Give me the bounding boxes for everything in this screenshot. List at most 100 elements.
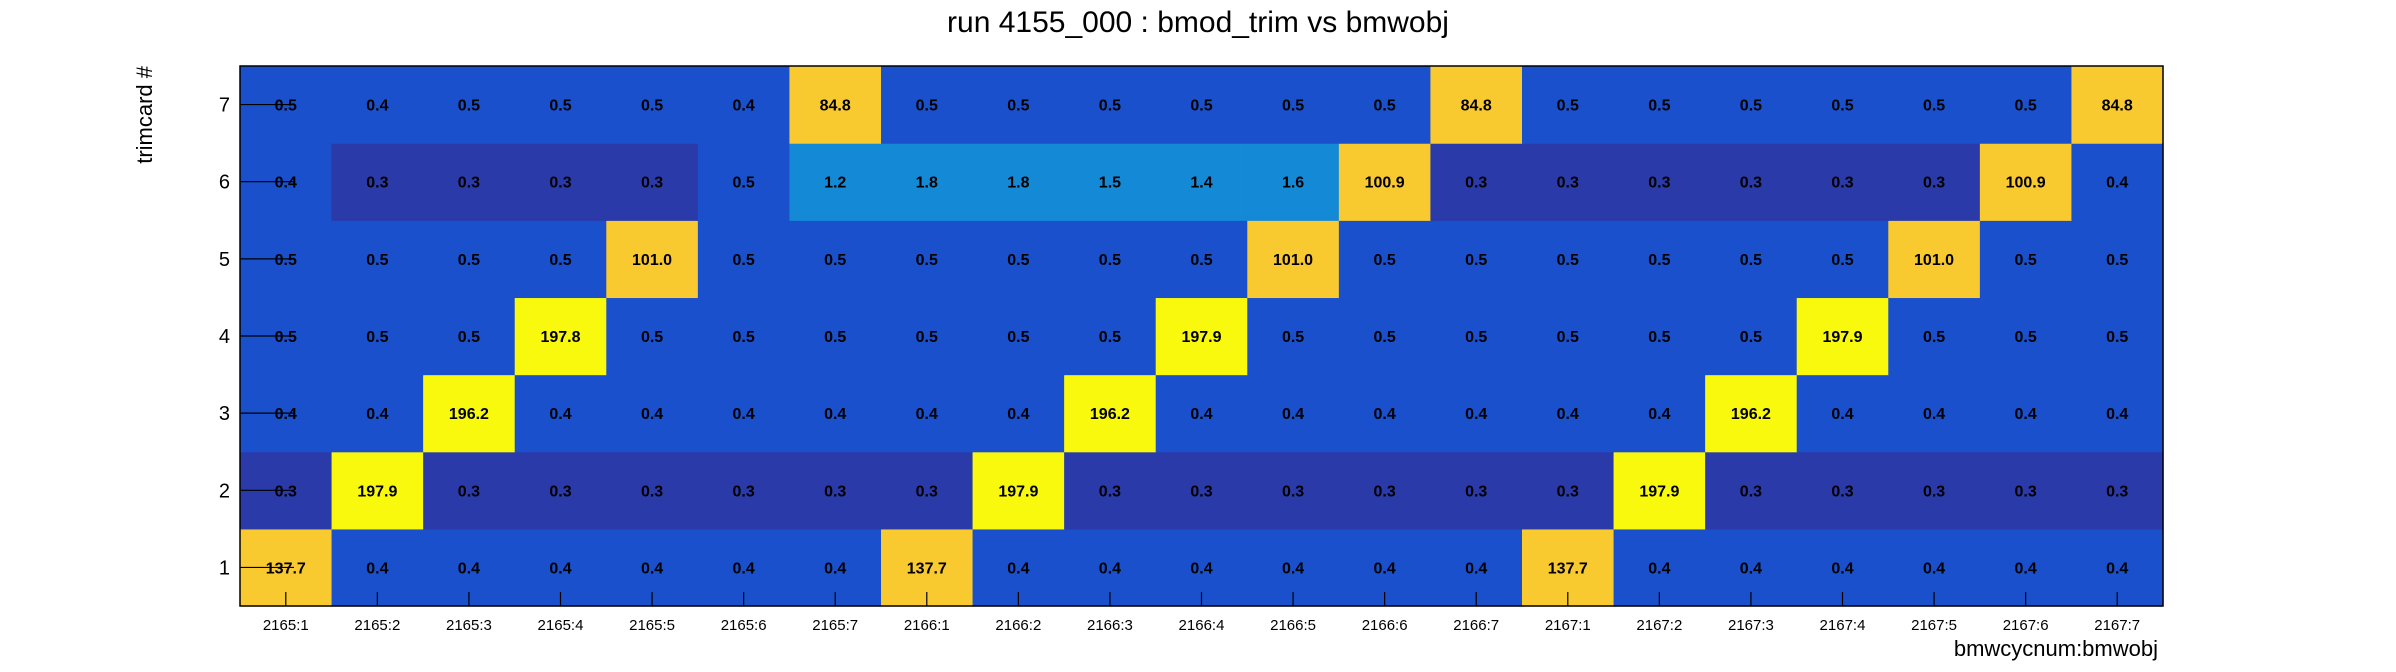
cell-value-label: 197.9 [1181, 329, 1221, 346]
heatmap-cell [1338, 220, 1432, 299]
heatmap-cell [1979, 374, 2073, 453]
heatmap-cell [1430, 66, 1523, 144]
heatmap-cell [331, 143, 424, 221]
y-tick-label: 2 [219, 480, 230, 502]
cell-value-label: 0.4 [366, 98, 388, 115]
heatmap-cell [1430, 374, 1523, 453]
cell-value-label: 0.4 [1557, 406, 1579, 423]
cell-value-label: 0.4 [1923, 406, 1945, 423]
cell-value-label: 0.3 [1923, 483, 1945, 500]
cell-value-label: 0.4 [2106, 175, 2128, 192]
cell-value-label: 0.5 [275, 329, 297, 346]
cell-value-label: 0.4 [2015, 560, 2037, 577]
cell-value-label: 0.4 [1923, 560, 1945, 577]
heatmap-cell [1064, 220, 1157, 299]
cell-value-label: 0.5 [1465, 252, 1487, 269]
heatmap-cell [789, 374, 882, 453]
heatmap-cell [697, 66, 791, 144]
x-axis-title: bmwcycnum:bmwobj [1954, 636, 2158, 661]
heatmap-cell [1888, 451, 1981, 530]
cell-value-label: 0.5 [916, 252, 938, 269]
x-tick-label: 2167:5 [1911, 617, 1957, 634]
cell-value-label: 0.5 [1557, 252, 1579, 269]
heatmap-cell [1888, 143, 1981, 221]
heatmap-cell [1430, 297, 1523, 376]
cell-value-label: 0.3 [1374, 483, 1396, 500]
x-tick-label: 2167:1 [1545, 617, 1591, 634]
heatmap-cell [697, 451, 791, 530]
cell-value-label: 0.5 [1740, 98, 1762, 115]
cell-value-label: 0.5 [916, 329, 938, 346]
cell-value-label: 0.5 [2106, 252, 2128, 269]
cell-value-label: 137.7 [266, 560, 306, 577]
heatmap-cell [1705, 451, 1798, 530]
heatmap-cell [789, 220, 882, 299]
heatmap-cell [1613, 374, 1706, 453]
cell-value-label: 0.3 [1648, 175, 1670, 192]
cell-value-label: 0.5 [733, 175, 755, 192]
heatmap-cell [1796, 297, 1889, 376]
cell-value-label: 0.3 [1923, 175, 1945, 192]
cell-value-label: 0.4 [366, 560, 388, 577]
cell-value-label: 0.5 [2015, 98, 2037, 115]
heatmap-cell [514, 66, 607, 144]
heatmap-cell [1247, 66, 1340, 144]
heatmap-cell [2071, 143, 2164, 221]
cell-value-label: 197.9 [1639, 483, 1679, 500]
cell-value-label: 0.4 [1282, 560, 1304, 577]
x-tick-label: 2167:6 [2003, 617, 2049, 634]
x-tick-label: 2166:3 [1087, 617, 1133, 634]
cell-value-label: 0.5 [824, 252, 846, 269]
x-tick-label: 2165:4 [538, 617, 584, 634]
heatmap-cell [1155, 143, 1248, 221]
cell-value-label: 0.5 [1831, 252, 1853, 269]
cell-value-label: 137.7 [907, 560, 947, 577]
cell-value-label: 0.4 [2106, 406, 2128, 423]
cell-value-label: 0.5 [1190, 98, 1212, 115]
heatmap-cell [1155, 220, 1248, 299]
cell-value-label: 0.4 [1740, 560, 1762, 577]
heatmap-cell [1796, 143, 1889, 221]
cell-value-label: 0.5 [1648, 98, 1670, 115]
cell-value-label: 84.8 [2102, 98, 2133, 115]
cell-value-label: 0.3 [1099, 483, 1121, 500]
cell-value-label: 0.5 [366, 252, 388, 269]
heatmap-cell [1705, 143, 1798, 221]
cell-value-label: 0.3 [641, 175, 663, 192]
heatmap-cell [1155, 451, 1248, 530]
heatmap-cell [697, 143, 791, 221]
cell-value-label: 0.3 [824, 483, 846, 500]
cell-value-label: 0.5 [1099, 329, 1121, 346]
cell-value-label: 0.4 [2106, 560, 2128, 577]
heatmap-cell [789, 451, 882, 530]
cell-value-label: 137.7 [1548, 560, 1588, 577]
heatmap-cell [423, 220, 516, 299]
heatmap-cell [697, 220, 791, 299]
cell-value-label: 0.3 [1740, 483, 1762, 500]
heatmap-cell [1430, 451, 1523, 530]
heatmap-cell [1796, 374, 1889, 453]
heatmap-cell [972, 66, 1065, 144]
cell-value-label: 0.5 [458, 329, 480, 346]
cell-value-label: 101.0 [1273, 252, 1313, 269]
cell-value-label: 197.8 [540, 329, 580, 346]
cell-value-label: 0.5 [1374, 98, 1396, 115]
heatmap-cell [1613, 143, 1706, 221]
heatmap-cell [1522, 374, 1615, 453]
cell-value-label: 0.5 [1099, 252, 1121, 269]
cell-value-label: 1.8 [1007, 175, 1029, 192]
heatmap-cell [1613, 220, 1706, 299]
heatmap-cell [606, 374, 699, 453]
heatmap-cell [606, 143, 699, 221]
x-tick-label: 2167:7 [2094, 617, 2140, 634]
cell-value-label: 0.3 [1740, 175, 1762, 192]
cell-value-label: 0.5 [824, 329, 846, 346]
cell-value-label: 101.0 [632, 252, 672, 269]
heatmap-cell [2071, 220, 2164, 299]
cell-value-label: 84.8 [1461, 98, 1492, 115]
heatmap-cell [1064, 66, 1157, 144]
cell-value-label: 0.4 [641, 406, 663, 423]
heatmap-cell [881, 374, 974, 453]
heatmap-cell [331, 374, 424, 453]
heatmap-cell [2071, 451, 2164, 530]
